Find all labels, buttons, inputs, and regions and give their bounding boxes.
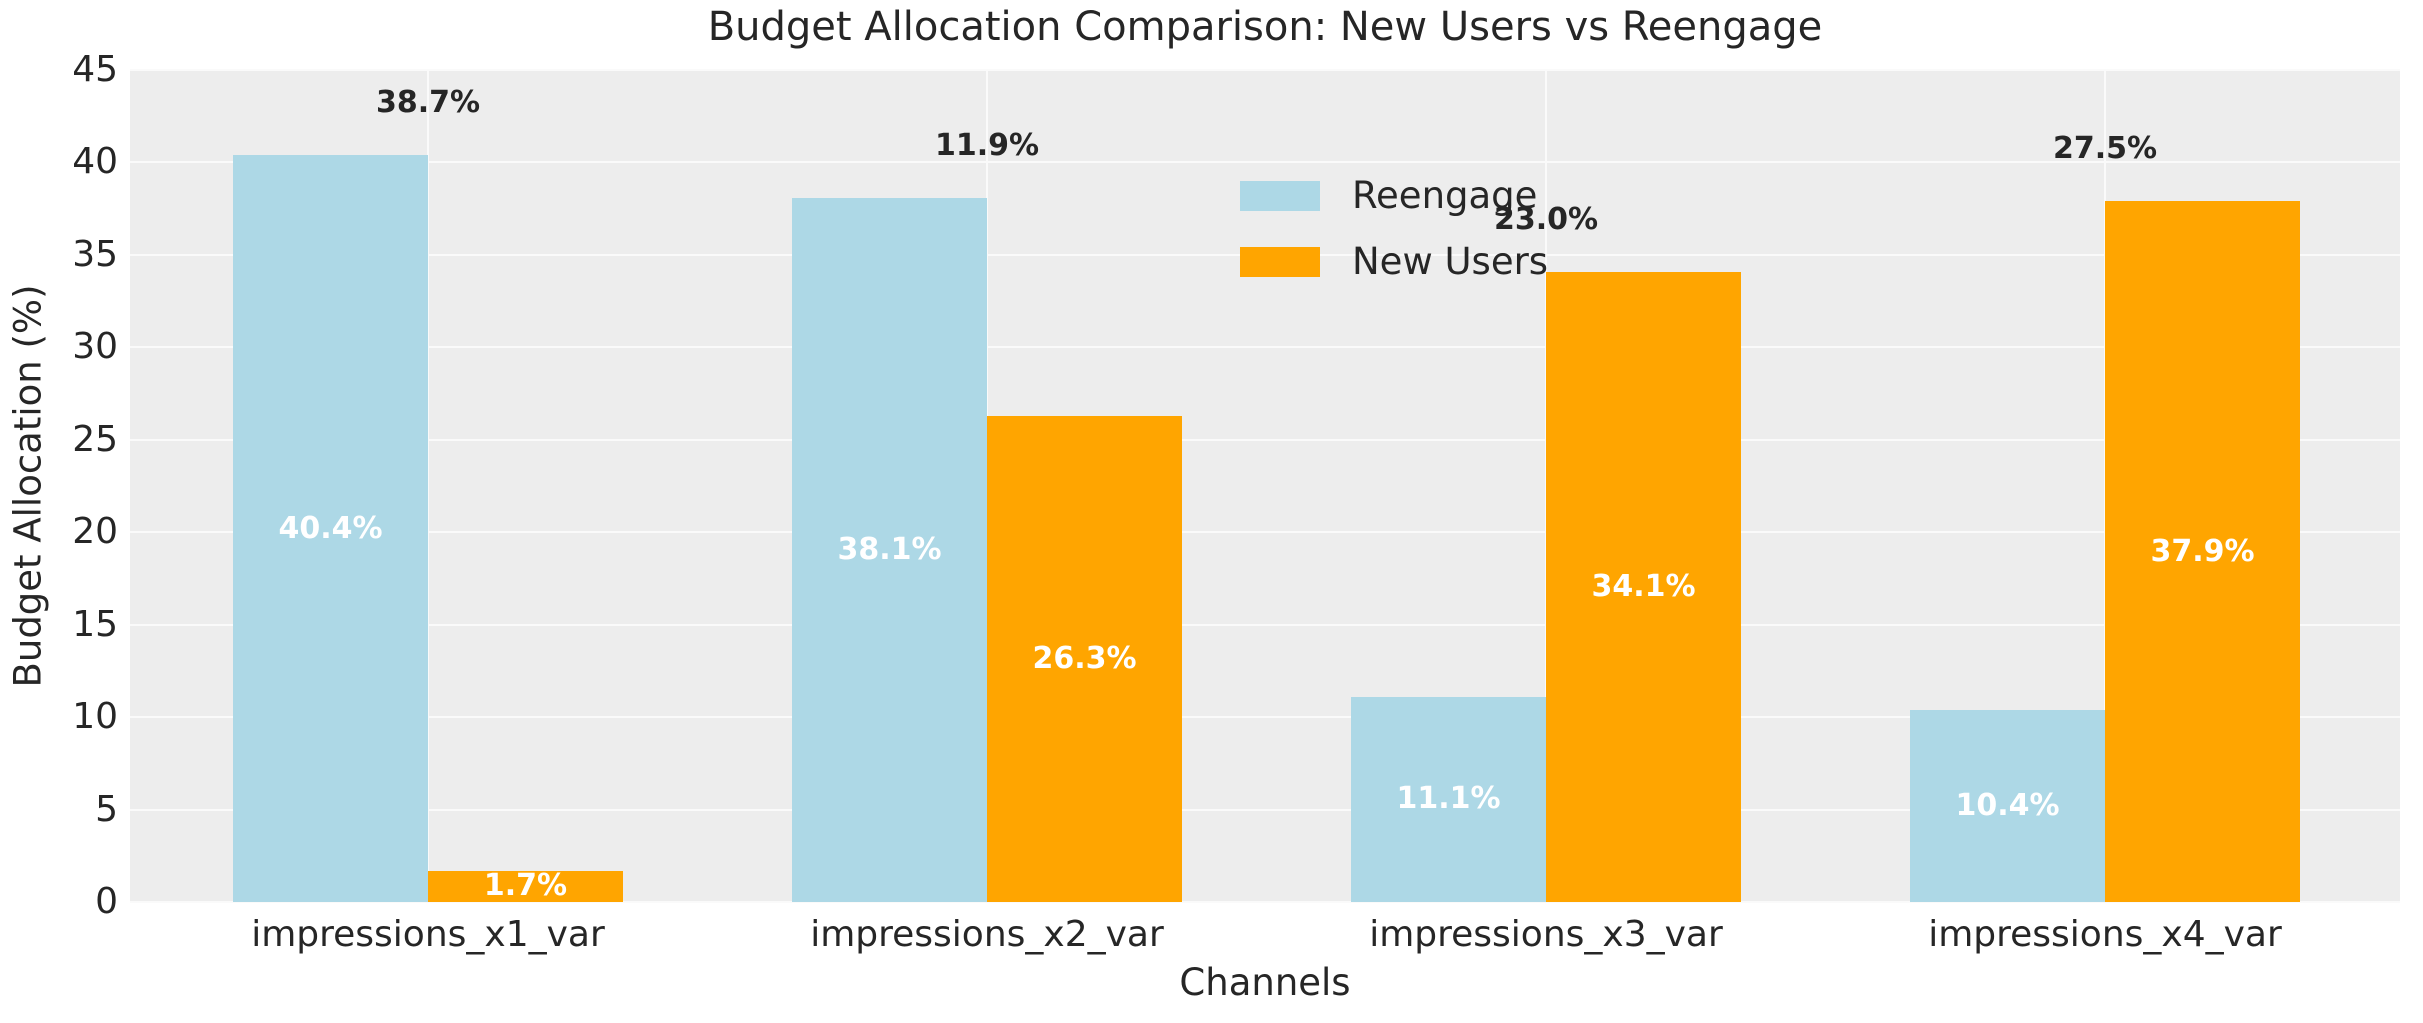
gridline-h (130, 623, 2400, 626)
gridline-h (130, 901, 2400, 903)
gridline-h (130, 531, 2400, 534)
difference-label-1: 38.7% (375, 85, 481, 121)
bar-reengage-4 (1910, 709, 2105, 902)
bar-value-label-reengage-4: 10.4% (1955, 787, 2060, 823)
x-tick-label-2: impressions_x2_var (810, 914, 1164, 955)
bar-new-users-4 (2105, 201, 2300, 902)
bar-value-label-reengage-3: 11.1% (1396, 781, 1501, 817)
x-tick-label-1: impressions_x1_var (251, 914, 605, 955)
bar-value-label-reengage-2: 38.1% (837, 531, 942, 567)
bar-new-users-1 (428, 870, 623, 902)
x-axis-label: Channels (1179, 961, 1351, 1004)
gridline-h (130, 161, 2400, 164)
difference-label-4: 27.5% (2052, 131, 2158, 167)
legend-label-reengage: Reengage (1352, 174, 1538, 217)
chart-title: Budget Allocation Comparison: New Users … (707, 4, 1823, 50)
gridline-v (427, 70, 429, 902)
plot-area: Reengage New Users 40.4% 38.1% 11.1% 10.4% 1.… (130, 69, 2400, 903)
x-tick-label-4: impressions_x4_var (1928, 914, 2282, 955)
y-tick-label-25: 25 (72, 418, 118, 460)
bar-value-label-new-users-4: 37.9% (2150, 533, 2255, 569)
gridline-h (130, 69, 2400, 71)
difference-label-2: 11.9% (934, 127, 1040, 163)
gridline-h (130, 438, 2400, 441)
gridline-h (130, 716, 2400, 719)
gridline-h (130, 808, 2400, 811)
y-tick-label-15: 15 (72, 603, 118, 645)
x-tick-label-3: impressions_x3_var (1369, 914, 1723, 955)
y-tick-label-0: 0 (95, 881, 118, 922)
legend-item-reengage: Reengage (1240, 177, 1548, 214)
bar-new-users-3 (1546, 271, 1741, 902)
y-tick-label-45: 45 (72, 49, 118, 90)
bar-value-label-new-users-3: 34.1% (1591, 568, 1696, 604)
y-tick-label-35: 35 (72, 233, 118, 275)
bar-reengage-1 (233, 155, 428, 902)
legend-swatch-new-users (1240, 246, 1320, 277)
legend-label-new-users: New Users (1352, 240, 1549, 283)
bar-reengage-3 (1351, 696, 1546, 902)
bar-value-label-new-users-1: 1.7% (483, 868, 568, 904)
bar-reengage-2 (792, 197, 987, 902)
y-tick-label-10: 10 (72, 696, 118, 738)
y-tick-label-30: 30 (72, 326, 118, 368)
y-tick-label-40: 40 (72, 141, 118, 183)
legend: Reengage New Users (1240, 177, 1548, 280)
gridline-h (130, 346, 2400, 349)
legend-item-new-users: New Users (1240, 243, 1548, 280)
bar-value-label-new-users-2: 26.3% (1032, 640, 1137, 676)
legend-swatch-reengage (1240, 180, 1320, 211)
difference-label-3: 23.0% (1493, 201, 1599, 237)
y-tick-label-20: 20 (72, 511, 118, 553)
y-tick-label-5: 5 (95, 788, 118, 830)
bar-value-label-reengage-1: 40.4% (278, 510, 383, 546)
bar-new-users-2 (987, 415, 1182, 902)
